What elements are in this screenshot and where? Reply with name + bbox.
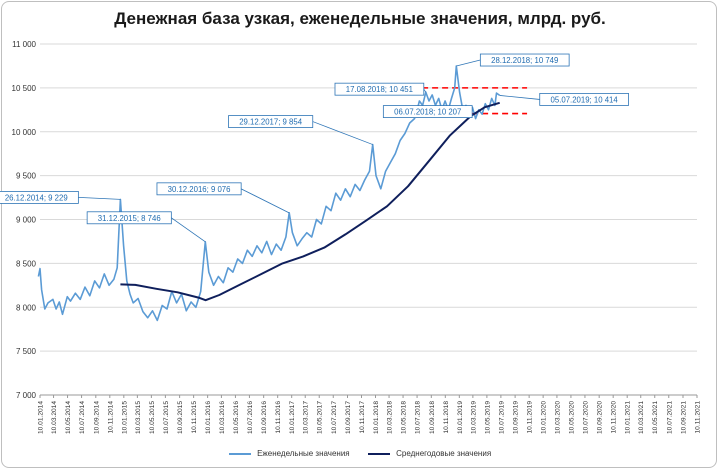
x-tick-label: 10.03.2020 xyxy=(554,401,561,434)
x-tick-label: 10.03.2017 xyxy=(303,401,310,434)
x-tick-label: 10.11.2021 xyxy=(695,401,702,434)
x-tick-label: 10.09.2019 xyxy=(513,401,520,434)
legend-item-weekly: Еженедельные значения xyxy=(228,449,350,458)
y-tick-label: 8 000 xyxy=(16,303,37,312)
x-tick-label: 10.07.2021 xyxy=(666,401,673,434)
x-tick-label: 10.11.2019 xyxy=(527,401,534,434)
x-tick-label: 10.09.2014 xyxy=(93,401,100,434)
x-tick-label: 10.01.2020 xyxy=(541,401,548,434)
x-tick-label: 10.09.2018 xyxy=(429,401,436,434)
chart-legend: Еженедельные значения Среднегодовые знач… xyxy=(0,449,720,458)
x-tick-label: 10.11.2018 xyxy=(443,401,450,434)
series-line-annual xyxy=(120,101,500,302)
annotation-box xyxy=(382,105,473,118)
y-tick-label: 10 500 xyxy=(12,84,37,93)
annotation-label: 28.12.2018; 10 749 xyxy=(491,56,558,65)
x-tick-label: 10.07.2016 xyxy=(247,401,254,434)
x-tick-label: 10.05.2016 xyxy=(233,401,240,434)
annotation-leader xyxy=(240,188,290,214)
annotation-label: 31.12.2015; 8 746 xyxy=(98,214,161,223)
annotation-box xyxy=(479,53,570,67)
annotation-label: 06.07.2018; 10 207 xyxy=(394,108,461,117)
series-line-weekly xyxy=(37,65,501,322)
x-tick-label: 10.03.2021 xyxy=(638,401,645,434)
x-tick-label: 10.03.2019 xyxy=(470,401,477,434)
x-tick-label: 10.05.2020 xyxy=(568,401,575,434)
y-tick-label: 8 500 xyxy=(16,259,37,268)
annotation-box xyxy=(0,191,79,204)
annotation-leader xyxy=(456,59,481,67)
annotation-leader xyxy=(312,121,373,145)
legend-label-weekly: Еженедельные значения xyxy=(257,449,350,458)
annotation-label: 26.12.2014; 9 229 xyxy=(5,193,68,202)
annotation-leader xyxy=(499,95,540,100)
x-tick-label: 10.05.2018 xyxy=(401,401,408,434)
x-tick-label: 10.01.2019 xyxy=(457,401,464,434)
x-tick-label: 10.01.2021 xyxy=(625,401,632,434)
annotation-box xyxy=(86,211,172,225)
y-tick-label: 11 000 xyxy=(12,40,36,49)
y-tick-label: 9 500 xyxy=(16,172,37,181)
x-tick-label: 10.01.2014 xyxy=(38,401,45,434)
x-tick-label: 10.01.2015 xyxy=(121,401,128,434)
x-tick-label: 10.03.2015 xyxy=(135,401,142,434)
x-tick-label: 10.07.2017 xyxy=(331,401,338,434)
x-tick-label: 10.11.2020 xyxy=(611,401,618,434)
annotation-label: 30.12.2016; 9 076 xyxy=(168,185,231,194)
annotation-box xyxy=(228,115,314,128)
x-tick-label: 10.11.2017 xyxy=(359,401,366,434)
annotation-label: 29.12.2017; 9 854 xyxy=(239,118,303,127)
legend-swatch-annual xyxy=(367,452,390,455)
x-tick-label: 10.03.2016 xyxy=(219,401,226,434)
annotation-box xyxy=(334,82,425,96)
x-tick-label: 10.03.2018 xyxy=(387,401,394,434)
x-tick-label: 10.11.2015 xyxy=(191,401,198,434)
x-tick-label: 10.05.2014 xyxy=(65,401,72,434)
annotation-box xyxy=(539,93,629,106)
x-tick-label: 10.11.2014 xyxy=(107,401,114,434)
chart-title: Денежная база узкая, еженедельные значен… xyxy=(114,9,606,28)
x-tick-label: 10.07.2018 xyxy=(415,401,422,434)
x-tick-label: 10.09.2017 xyxy=(345,401,352,434)
x-tick-label: 10.07.2019 xyxy=(498,401,505,434)
legend-label-annual: Среднегодовые значения xyxy=(396,449,492,458)
annotation-label: 05.07.2019; 10 414 xyxy=(551,95,619,104)
x-tick-label: 10.05.2017 xyxy=(317,401,324,434)
x-tick-label: 10.07.2014 xyxy=(79,401,86,434)
y-tick-label: 7 000 xyxy=(16,391,37,400)
x-tick-label: 10.01.2016 xyxy=(205,401,212,434)
y-tick-label: 9 000 xyxy=(16,216,37,225)
legend-swatch-weekly xyxy=(228,452,251,455)
annotation-leader xyxy=(171,217,206,243)
x-tick-label: 10.01.2018 xyxy=(373,401,380,434)
x-tick-label: 10.09.2016 xyxy=(261,401,268,434)
x-tick-label: 10.07.2015 xyxy=(163,401,170,434)
legend-item-annual: Среднегодовые значения xyxy=(367,449,492,458)
x-tick-label: 10.05.2019 xyxy=(484,401,491,434)
x-tick-label: 10.11.2016 xyxy=(275,401,282,434)
x-tick-label: 10.07.2020 xyxy=(582,401,589,434)
y-tick-label: 7 500 xyxy=(16,347,37,356)
x-tick-label: 10.01.2017 xyxy=(289,401,296,434)
x-tick-label: 10.05.2015 xyxy=(149,401,156,434)
x-tick-label: 10.09.2021 xyxy=(680,401,687,434)
annotation-label: 17.08.2018; 10 451 xyxy=(346,85,413,94)
x-tick-label: 10.09.2015 xyxy=(177,401,184,434)
y-tick-label: 10 000 xyxy=(12,128,37,137)
annotation-box xyxy=(156,182,242,196)
x-tick-label: 10.09.2020 xyxy=(597,401,604,434)
annotation-leader xyxy=(78,197,121,200)
x-tick-label: 10.05.2021 xyxy=(652,401,659,434)
x-tick-label: 10.03.2014 xyxy=(51,401,58,434)
